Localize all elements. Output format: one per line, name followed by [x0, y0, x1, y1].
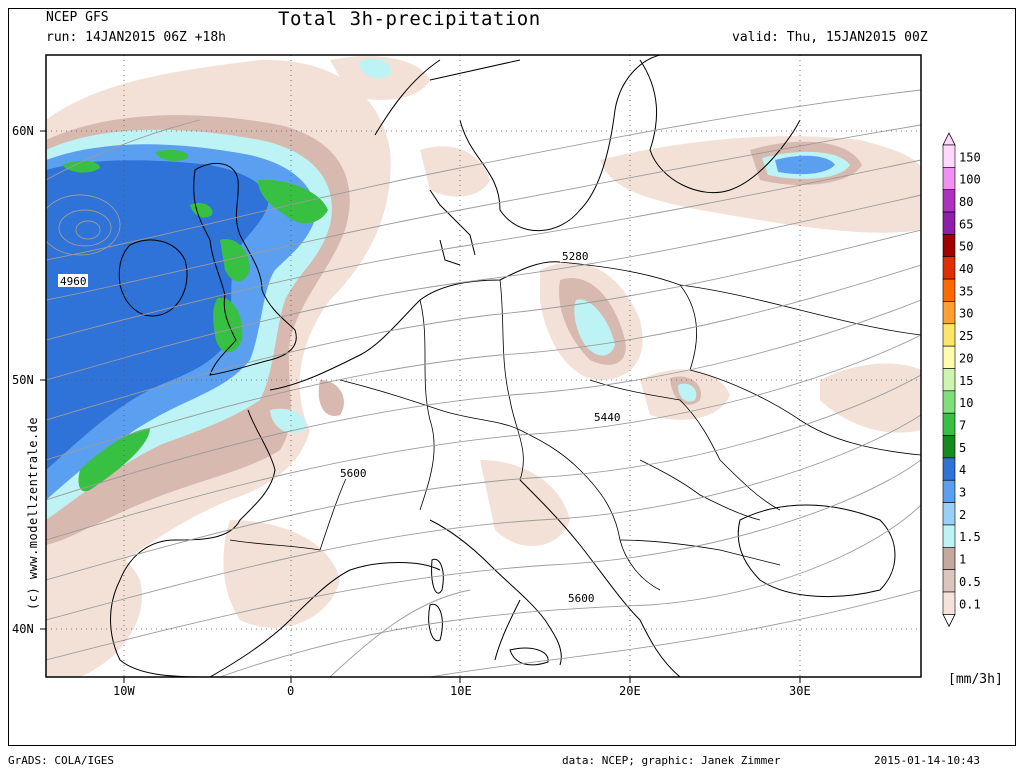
legend-label: 3: [959, 486, 966, 500]
lon-label: 0: [287, 684, 294, 698]
footer-timestamp: 2015-01-14-10:43: [874, 754, 980, 767]
axis-labels: 60N 50N 40N 10W 0 10E 20E 30E: [12, 124, 811, 698]
legend-swatch: [942, 189, 956, 213]
legend-swatch: [942, 479, 956, 503]
legend-swatch: [942, 546, 956, 570]
legend-label: 65: [959, 217, 973, 231]
legend-swatch: [942, 412, 956, 436]
legend-swatch: [942, 435, 956, 459]
legend-swatch: [942, 256, 956, 280]
watermark: (c) www.modellzentrale.de: [26, 416, 40, 610]
legend-swatch: [942, 167, 956, 191]
legend-label: 1: [959, 553, 966, 567]
legend-label: 10: [959, 396, 973, 410]
lon-label: 30E: [789, 684, 811, 698]
legend-swatch: [942, 502, 956, 526]
legend-label: 50: [959, 240, 973, 254]
legend-swatch: [942, 390, 956, 414]
legend-swatch: [942, 524, 956, 548]
legend-swatch: [942, 569, 956, 593]
model-name: NCEP GFS: [46, 10, 109, 25]
contour-label: 5280: [562, 250, 589, 263]
legend-label: 0.1: [959, 597, 981, 611]
run-info: run: 14JAN2015 06Z +18h: [46, 30, 227, 45]
axis-ticks: [40, 130, 801, 683]
legend-swatch: [942, 234, 956, 258]
legend-label: 25: [959, 329, 973, 343]
lat-label: 60N: [12, 124, 34, 138]
valid-time: valid: Thu, 15JAN2015 00Z: [732, 30, 928, 45]
legend-swatch: [942, 368, 956, 392]
contour-label: 5600: [340, 467, 367, 480]
lon-label: 10W: [113, 684, 135, 698]
legend-label: 5: [959, 441, 966, 455]
lat-label: 40N: [12, 622, 34, 636]
legend-label: 40: [959, 262, 973, 276]
legend-label: 100: [959, 173, 981, 187]
legend-swatch: [942, 345, 956, 369]
map-title: Total 3h-precipitation: [278, 8, 541, 30]
legend-label: 4: [959, 463, 966, 477]
legend-swatch: [942, 278, 956, 302]
contour-labels: 4960 5280 5440 5600 5600: [58, 249, 622, 605]
legend-label: 15: [959, 374, 973, 388]
legend-swatch: [942, 457, 956, 481]
contour-label: 5600: [568, 592, 595, 605]
legend-arrow-bottom: [942, 613, 956, 628]
legend-label: 30: [959, 307, 973, 321]
contour-label: 5440: [594, 411, 621, 424]
geopotential-contours: [46, 89, 921, 677]
color-legend: 150 100 80 65 50 40 35 30 25 20 15 10 7 5 4 3 2 1.5 1 0.5 0.…: [942, 132, 981, 628]
legend-swatch: [942, 144, 956, 168]
lon-label: 20E: [619, 684, 641, 698]
map-border: [45, 54, 922, 678]
legend-unit: [mm/3h]: [948, 672, 1003, 687]
contour-label: 4960: [60, 275, 87, 288]
legend-arrow-top: [942, 132, 956, 146]
legend-label: 7: [959, 418, 966, 432]
legend-label: 35: [959, 284, 973, 298]
legend-label: 0.5: [959, 575, 981, 589]
outer-frame: [8, 8, 1016, 746]
legend-label: 20: [959, 351, 973, 365]
legend-swatch: [942, 211, 956, 235]
legend-swatch: [942, 591, 956, 615]
footer-software: GrADS: COLA/IGES: [8, 754, 114, 767]
legend-label: 150: [959, 150, 981, 164]
legend-label: 2: [959, 508, 966, 522]
legend-label: 1.5: [959, 530, 981, 544]
lon-label: 10E: [450, 684, 472, 698]
legend-label: 80: [959, 195, 973, 209]
lat-label: 50N: [12, 373, 34, 387]
legend-swatch: [942, 301, 956, 325]
coastlines: [110, 55, 896, 677]
legend-swatch: [942, 323, 956, 347]
lat-lon-grid: [46, 55, 921, 677]
footer-credits: data: NCEP; graphic: Janek Zimmer: [562, 754, 781, 767]
